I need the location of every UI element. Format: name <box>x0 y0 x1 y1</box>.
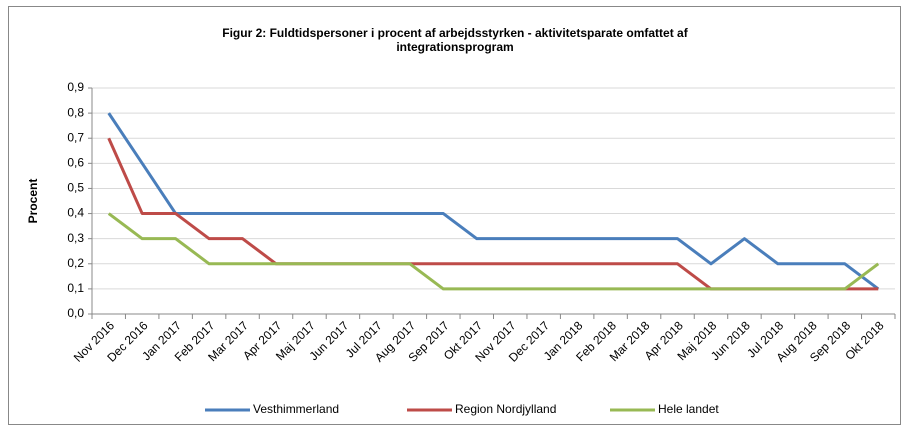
y-tick-label: 0,0 <box>67 306 84 320</box>
y-tick-label: 0,9 <box>67 80 84 94</box>
legend-label: Vesthimmerland <box>253 402 339 416</box>
y-tick-label: 0,6 <box>67 156 84 170</box>
y-tick-label: 0,4 <box>67 206 84 220</box>
series-line <box>107 212 880 291</box>
legend-label: Region Nordjylland <box>455 402 556 416</box>
y-tick-label: 0,7 <box>67 130 84 144</box>
legend-label: Hele landet <box>658 402 719 416</box>
y-tick-label: 0,2 <box>67 256 84 270</box>
y-tick-label: 0,5 <box>67 181 84 195</box>
chart-title: Figur 2: Fuldtidspersoner i procent af a… <box>222 26 688 54</box>
y-tick-label: 0,3 <box>67 231 84 245</box>
y-axis-label: Procent <box>26 179 40 224</box>
series-line <box>107 112 880 291</box>
y-tick-label: 0,1 <box>67 281 84 295</box>
y-tick-label: 0,8 <box>67 105 84 119</box>
chart-border <box>8 6 901 425</box>
